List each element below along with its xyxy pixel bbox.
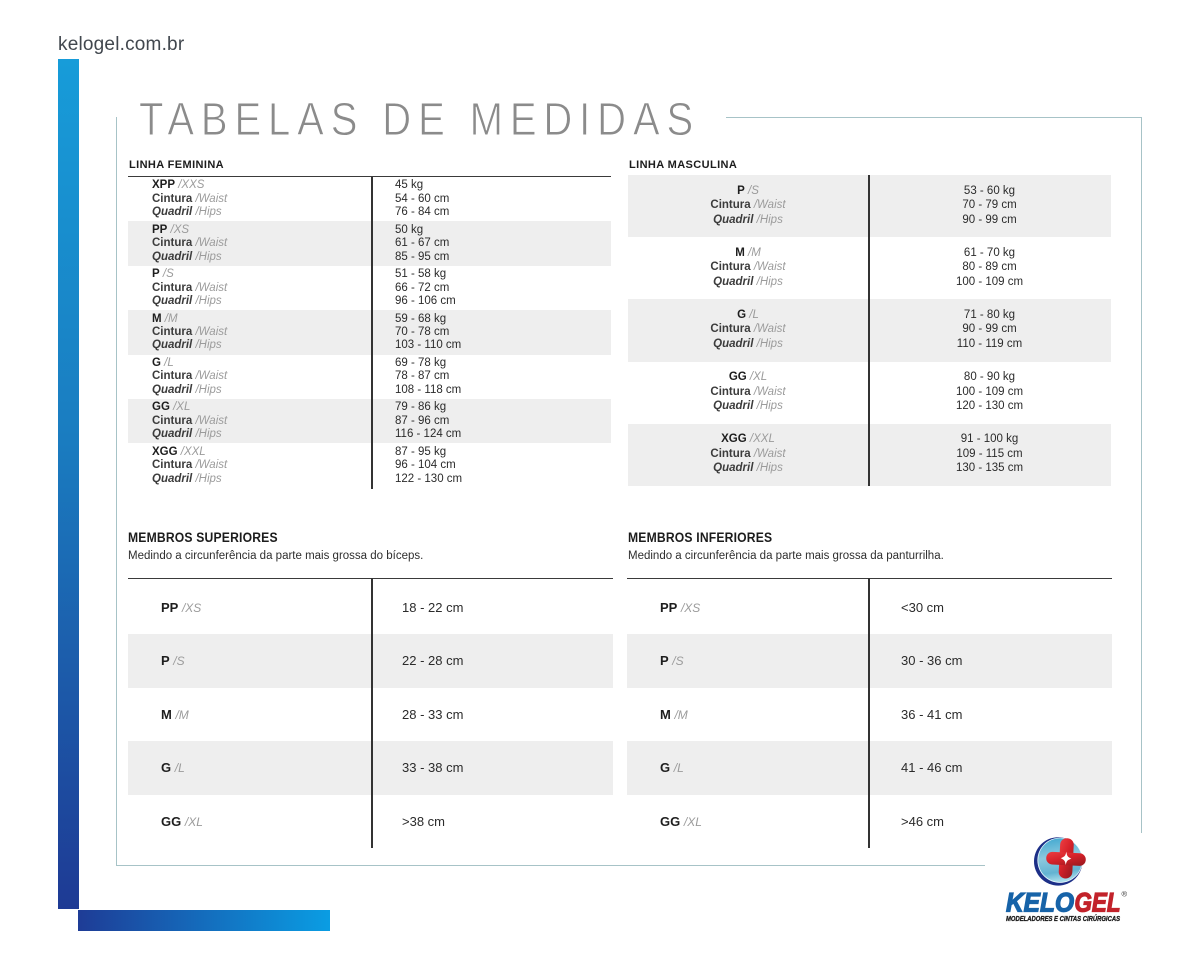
svg-text:MODELADORES E CINTAS CIRÚRGICA: MODELADORES E CINTAS CIRÚRGICAS <box>1006 914 1120 923</box>
svg-text:GEL: GEL <box>1075 888 1121 918</box>
svg-text:KELO: KELO <box>1006 888 1074 918</box>
svg-text:®: ® <box>1122 890 1128 899</box>
